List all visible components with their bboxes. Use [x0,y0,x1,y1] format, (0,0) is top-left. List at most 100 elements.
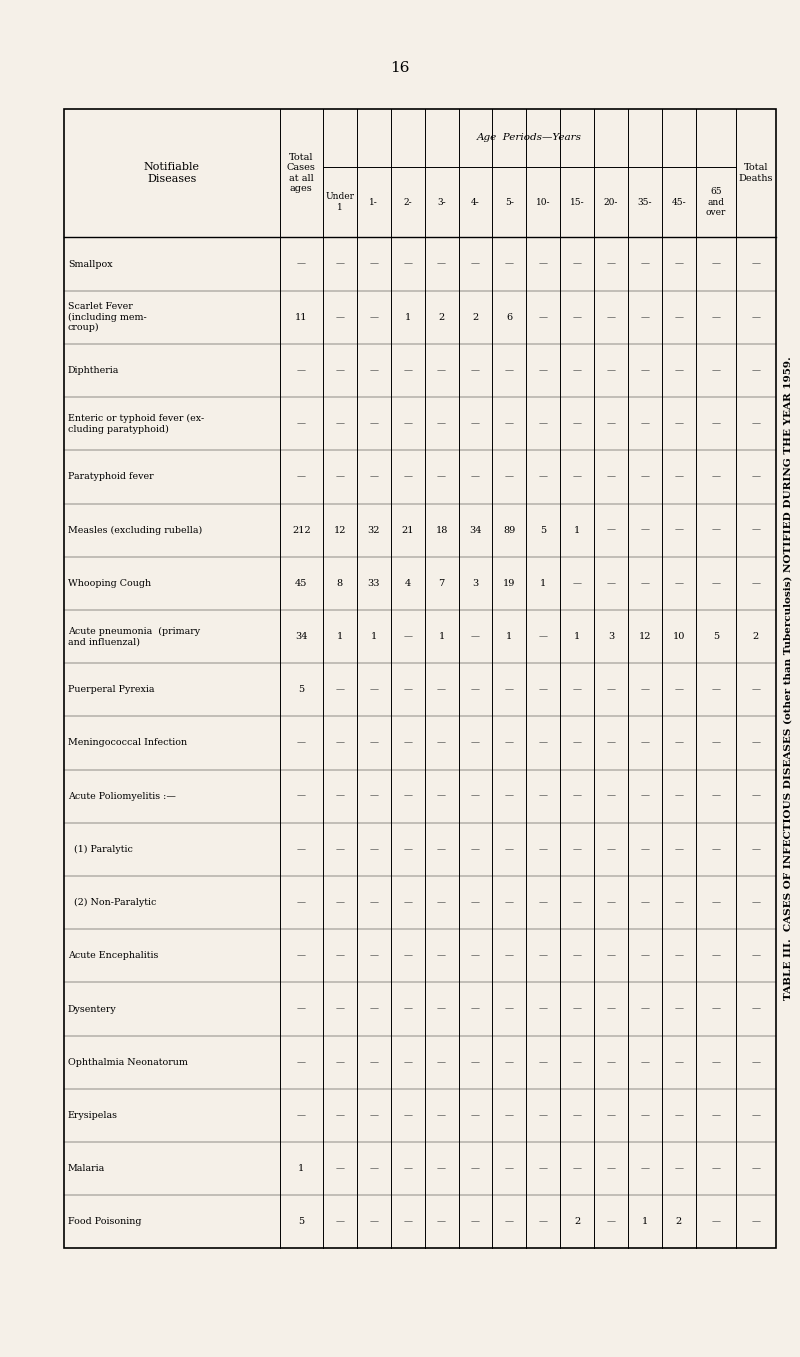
Text: 1: 1 [574,525,580,535]
Text: —: — [606,579,615,588]
Text: —: — [641,685,650,695]
Text: 34: 34 [470,525,482,535]
Text: —: — [538,1111,548,1120]
Text: —: — [641,898,650,906]
Text: —: — [538,738,548,748]
Text: —: — [335,312,344,322]
Text: —: — [751,525,761,535]
Text: —: — [471,685,480,695]
Text: —: — [711,685,720,695]
Text: —: — [297,472,306,482]
Text: —: — [711,898,720,906]
Text: —: — [573,1111,582,1120]
Text: 12: 12 [334,525,346,535]
Text: —: — [505,951,514,961]
Text: Diphtheria: Diphtheria [68,366,119,375]
Text: 89: 89 [503,525,515,535]
Text: —: — [573,951,582,961]
Text: —: — [711,791,720,801]
Text: —: — [674,419,683,429]
Text: —: — [505,685,514,695]
Text: —: — [403,845,412,854]
Text: —: — [437,738,446,748]
Text: —: — [505,1164,514,1174]
Text: Whooping Cough: Whooping Cough [68,579,151,588]
Text: —: — [538,632,548,641]
Text: —: — [370,1057,378,1067]
Text: 32: 32 [367,525,380,535]
Text: —: — [471,1004,480,1014]
Text: —: — [297,845,306,854]
Text: —: — [505,259,514,269]
Text: 16: 16 [390,61,410,75]
Text: —: — [606,259,615,269]
Text: —: — [751,1004,761,1014]
Text: 4-: 4- [471,198,480,206]
Text: 212: 212 [292,525,310,535]
Text: —: — [641,579,650,588]
Text: Paratyphoid fever: Paratyphoid fever [68,472,154,482]
Text: —: — [606,1004,615,1014]
Text: —: — [674,898,683,906]
Text: —: — [335,1111,344,1120]
Text: 33: 33 [367,579,380,588]
Text: —: — [297,259,306,269]
Text: —: — [505,1217,514,1227]
Text: —: — [538,898,548,906]
Text: —: — [711,1004,720,1014]
Text: Smallpox: Smallpox [68,259,113,269]
Text: —: — [711,1164,720,1174]
Text: 8: 8 [337,579,343,588]
Text: —: — [751,738,761,748]
Text: —: — [505,898,514,906]
Text: —: — [471,1217,480,1227]
Text: —: — [674,259,683,269]
Text: 5: 5 [298,1217,304,1227]
Text: —: — [538,685,548,695]
Text: —: — [573,898,582,906]
Text: —: — [335,1004,344,1014]
Text: 19: 19 [503,579,515,588]
Text: 45-: 45- [671,198,686,206]
Text: —: — [751,579,761,588]
Text: —: — [505,419,514,429]
Text: —: — [370,898,378,906]
Text: —: — [403,791,412,801]
Text: —: — [403,1004,412,1014]
Text: —: — [751,366,761,375]
Text: —: — [335,845,344,854]
Text: —: — [606,312,615,322]
Text: —: — [297,419,306,429]
Text: —: — [437,259,446,269]
Text: Meningococcal Infection: Meningococcal Infection [68,738,187,748]
Text: —: — [674,366,683,375]
Text: —: — [538,312,548,322]
Text: —: — [573,791,582,801]
Text: 2: 2 [438,312,445,322]
Text: —: — [370,366,378,375]
Text: —: — [674,472,683,482]
Text: —: — [335,738,344,748]
Text: —: — [335,259,344,269]
Text: —: — [403,1164,412,1174]
Text: —: — [538,1004,548,1014]
Text: —: — [751,685,761,695]
Text: —: — [751,791,761,801]
Text: —: — [641,951,650,961]
Text: —: — [641,845,650,854]
Text: —: — [751,312,761,322]
Text: —: — [370,259,378,269]
Text: —: — [471,632,480,641]
Text: —: — [641,1057,650,1067]
Text: 3: 3 [472,579,478,588]
Text: —: — [606,898,615,906]
Text: —: — [297,1111,306,1120]
Text: —: — [573,366,582,375]
Text: —: — [573,1057,582,1067]
Text: —: — [471,1164,480,1174]
Text: —: — [505,1004,514,1014]
Text: —: — [471,366,480,375]
Text: —: — [641,738,650,748]
Text: 1: 1 [370,632,377,641]
Text: Under
1: Under 1 [326,193,354,212]
